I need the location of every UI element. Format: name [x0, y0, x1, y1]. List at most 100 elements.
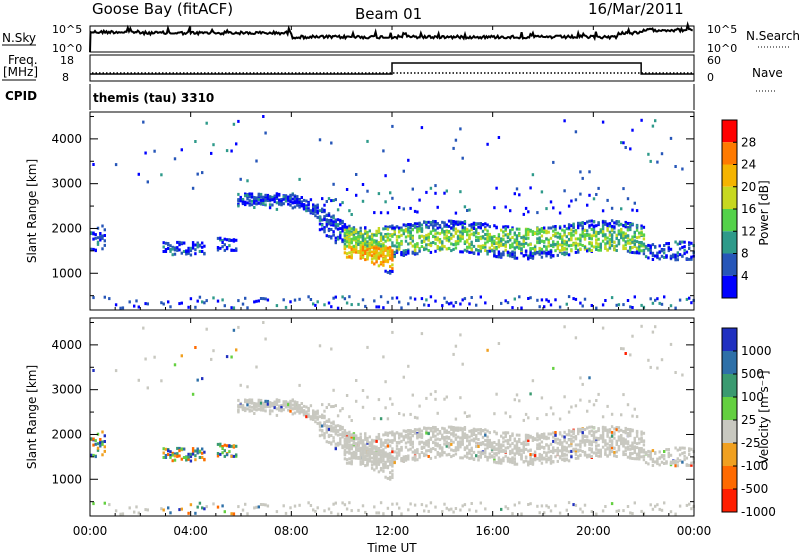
power-cell	[504, 225, 507, 229]
power-cell	[230, 306, 233, 310]
velocity-cell	[425, 449, 428, 453]
power-cell	[556, 231, 559, 235]
velocity-cell	[391, 440, 394, 444]
velocity-cell	[622, 440, 625, 444]
velocity-cell	[515, 433, 519, 437]
velocity-cell	[497, 449, 501, 453]
velocity-cell	[375, 448, 378, 451]
velocity-cell	[429, 501, 433, 505]
velocity-cell	[592, 434, 596, 438]
power-cell	[595, 224, 598, 228]
power-cell	[522, 242, 525, 246]
power-cell	[178, 302, 181, 306]
velocity-cell	[364, 510, 367, 514]
power-cell	[590, 227, 593, 231]
power-cell	[486, 236, 489, 240]
velocity-cell	[567, 450, 571, 454]
power-cell	[515, 227, 519, 231]
power-cell	[515, 187, 519, 191]
colorbar-segment	[722, 120, 737, 143]
power-cell	[620, 207, 623, 211]
velocity-cell	[391, 447, 394, 451]
power-cell	[601, 303, 605, 307]
velocity-cell	[273, 401, 276, 405]
power-cell	[427, 226, 430, 230]
velocity-cell	[540, 461, 544, 465]
velocity-cell	[563, 452, 566, 456]
velocity-cell	[135, 505, 138, 509]
velocity-cell	[574, 437, 578, 441]
velocity-cell	[502, 456, 505, 460]
velocity-cell	[103, 501, 106, 505]
velocity-cell	[291, 407, 294, 411]
power-cell	[651, 254, 655, 258]
velocity-cell	[379, 501, 383, 505]
velocity-cell	[339, 424, 342, 428]
colorbar-tick-label: 500	[741, 367, 764, 381]
power-cell	[361, 251, 365, 255]
power-cell	[547, 251, 550, 255]
power-cell	[454, 301, 458, 304]
velocity-cell	[436, 428, 439, 432]
power-cell	[563, 233, 566, 237]
velocity-cell	[325, 430, 328, 434]
power-cell	[461, 156, 464, 160]
velocity-cell	[92, 437, 95, 441]
power-cell	[373, 248, 376, 251]
velocity-cell	[366, 450, 369, 454]
velocity-cell	[626, 434, 630, 438]
velocity-cell	[427, 441, 430, 445]
velocity-cell	[651, 457, 655, 461]
velocity-cell	[509, 452, 512, 456]
power-cell	[343, 236, 347, 240]
freq-tick-top: 18	[60, 54, 74, 67]
power-cell	[629, 238, 632, 242]
velocity-cell	[355, 399, 358, 403]
velocity-cell	[160, 379, 163, 383]
velocity-cell	[407, 508, 410, 512]
power-cell	[663, 244, 666, 247]
power-cell	[425, 233, 428, 237]
power-cell	[543, 251, 546, 255]
power-cell	[533, 245, 537, 249]
power-cell	[590, 234, 593, 238]
velocity-cell	[522, 445, 525, 449]
velocity-cell	[146, 508, 149, 512]
power-cell	[597, 186, 600, 190]
velocity-cell	[341, 407, 344, 411]
velocity-cell	[574, 336, 578, 340]
velocity-cell	[538, 455, 541, 459]
colorbar-segment	[722, 374, 737, 397]
velocity-cell	[631, 452, 634, 456]
power-cell	[389, 269, 392, 273]
velocity-cell	[373, 468, 376, 472]
power-cell	[389, 271, 392, 275]
power-cell	[561, 238, 564, 242]
velocity-cell	[432, 434, 435, 438]
power-cell	[479, 249, 482, 253]
power-cell	[574, 231, 578, 235]
power-cell	[382, 263, 385, 267]
power-cell	[445, 225, 448, 228]
velocity-cell	[540, 504, 544, 508]
power-cell	[577, 223, 580, 227]
power-cell	[631, 251, 634, 254]
velocity-cell	[484, 455, 487, 458]
velocity-cell	[640, 432, 643, 436]
power-cell	[654, 245, 657, 249]
power-cell	[201, 245, 204, 249]
power-cell	[409, 237, 412, 241]
power-cell	[633, 251, 636, 255]
velocity-cell	[606, 404, 609, 408]
power-cell	[278, 200, 281, 204]
power-cell	[330, 215, 333, 219]
velocity-cell	[642, 455, 646, 458]
power-cell	[690, 301, 693, 305]
power-cell	[334, 225, 337, 229]
power-cell	[604, 220, 607, 224]
power-cell	[658, 257, 661, 261]
velocity-cell	[404, 457, 408, 460]
power-cell	[484, 249, 487, 252]
power-cell	[343, 239, 347, 243]
velocity-cell	[506, 446, 510, 450]
